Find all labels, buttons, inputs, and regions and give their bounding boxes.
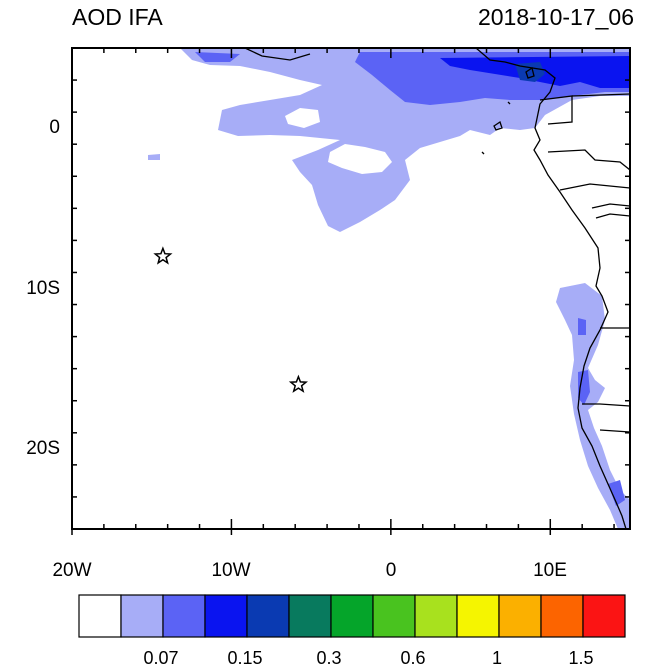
lat-tick-label-20s: 20S	[26, 438, 60, 459]
colorbar-label: 0.6	[400, 648, 426, 668]
colorbar-swatch	[540, 594, 584, 638]
star-marker	[153, 246, 173, 265]
map-title: AOD IFA	[72, 4, 163, 30]
colorbar-swatch	[414, 594, 458, 638]
aod-hole-white	[328, 144, 392, 174]
colorbar-swatch	[78, 594, 122, 638]
lon-tick-label-10e: 10E	[533, 560, 567, 581]
aod-speck	[148, 154, 160, 160]
colorbar-label: 0.15	[227, 648, 263, 668]
colorbar-label: 1.5	[568, 648, 594, 668]
lon-tick-label-10w: 10W	[211, 560, 251, 581]
colorbar-swatch	[120, 594, 164, 638]
aod-plume-medium-west	[195, 52, 240, 62]
colorbar-swatch	[330, 594, 374, 638]
markers	[153, 246, 308, 393]
colorbar-swatch	[246, 594, 290, 638]
colorbar-swatch	[372, 594, 416, 638]
coastline	[244, 48, 630, 529]
map-frame	[71, 47, 631, 530]
aod-coastal-medium	[578, 318, 625, 506]
axis-ticks	[71, 47, 630, 535]
colorbar-swatch	[456, 594, 500, 638]
lat-tick-label-10s: 10S	[26, 278, 60, 299]
colorbar-label: 1	[491, 648, 502, 668]
lat-tick-label-0: 0	[49, 117, 60, 138]
colorbar-swatch	[204, 594, 248, 638]
colorbar-label: 0.07	[143, 648, 179, 668]
lon-tick-label-0: 0	[385, 560, 397, 581]
star-marker	[288, 374, 308, 393]
aod-field	[148, 48, 630, 529]
aod-hole-white-small	[285, 108, 320, 128]
aod-coastal-band	[556, 283, 630, 529]
colorbar-label: 0.3	[316, 648, 342, 668]
colorbar-swatch	[288, 594, 332, 638]
map-datetime: 2018-10-17_06	[477, 4, 634, 30]
colorbar-swatch	[498, 594, 542, 638]
colorbar-swatch	[582, 594, 626, 638]
colorbar	[78, 594, 626, 638]
colorbar-swatch	[162, 594, 206, 638]
lon-tick-label-20w: 20W	[52, 560, 92, 581]
